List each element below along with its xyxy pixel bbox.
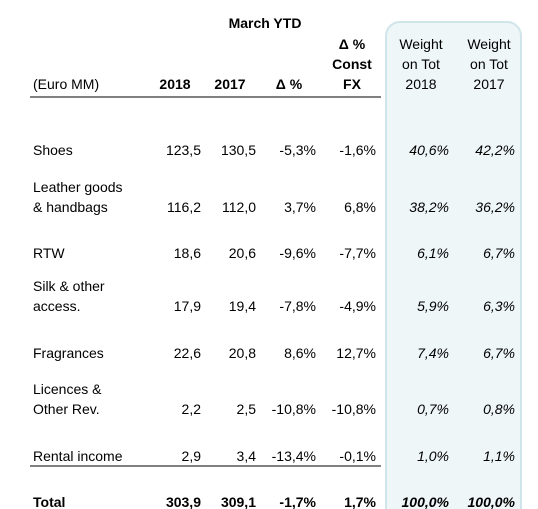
cell-value: 112,0 (222, 199, 256, 215)
cell-value: -5,3% (279, 142, 316, 158)
row-label: RTW (33, 245, 65, 261)
cell-value: 7,4% (417, 345, 449, 361)
row-label: Other Rev. (33, 401, 100, 417)
cell-value: -9,6% (279, 245, 316, 261)
cell-value: 2,2 (182, 401, 202, 417)
cell-value: 303,9 (166, 494, 201, 509)
cell-value: 1,0% (417, 448, 449, 464)
cell-value: 116,2 (167, 199, 201, 215)
cell-value: 6,7% (483, 245, 515, 261)
row-label: Fragrances (33, 345, 104, 361)
cell-value: -10,8% (332, 401, 376, 417)
cell-value: 18,6 (174, 245, 201, 261)
cell-value: -4,9% (339, 298, 376, 314)
cell-value: 6,3% (483, 298, 515, 314)
row-label: Licences & (33, 381, 102, 397)
cell-value: 1,7% (344, 494, 376, 509)
cell-value: -1,7% (279, 494, 316, 509)
row-label: access. (33, 298, 80, 314)
row-label: Shoes (33, 142, 73, 158)
column-header: 2017 (214, 76, 245, 92)
row-label: Leather goods (33, 179, 123, 195)
cell-value: 2,5 (237, 401, 257, 417)
column-header: 2018 (159, 76, 190, 92)
cell-value: 6,7% (483, 345, 515, 361)
cell-value: 6,1% (417, 245, 449, 261)
column-header: Const (332, 56, 372, 72)
cell-value: 100,0% (468, 494, 516, 509)
cell-value: 12,7% (336, 345, 376, 361)
row-label: & handbags (33, 199, 108, 215)
cell-value: -13,4% (272, 448, 316, 464)
cell-value: 1,1% (483, 448, 515, 464)
column-header: Δ % (339, 36, 366, 52)
row-label: Rental income (33, 448, 123, 464)
cell-value: 6,8% (344, 199, 376, 215)
cell-value: 8,6% (284, 345, 316, 361)
cell-value: 36,2% (475, 199, 515, 215)
column-header: Δ % (276, 76, 303, 92)
cell-value: 40,6% (409, 142, 449, 158)
cell-value: 3,7% (284, 199, 316, 215)
column-header: on Tot (470, 56, 508, 72)
cell-value: 2,9 (182, 448, 202, 464)
cell-value: -7,8% (279, 298, 316, 314)
cell-value: 123,5 (166, 142, 201, 158)
column-header: Weight (399, 36, 442, 52)
column-header: 2017 (473, 76, 504, 92)
cell-value: 22,6 (174, 345, 201, 361)
column-header: (Euro MM) (33, 76, 99, 92)
column-header: Weight (467, 36, 510, 52)
cell-value: -0,1% (339, 448, 376, 464)
cell-value: 20,8 (229, 345, 256, 361)
weight-highlight (385, 21, 522, 509)
title: March YTD (229, 15, 302, 31)
cell-value: -10,8% (272, 401, 316, 417)
cell-value: 3,4 (237, 448, 257, 464)
column-header: on Tot (402, 56, 440, 72)
column-header: FX (343, 76, 362, 92)
cell-value: 100,0% (402, 494, 450, 509)
cell-value: 38,2% (409, 199, 449, 215)
cell-value: -7,7% (339, 245, 376, 261)
cell-value: 309,1 (221, 494, 256, 509)
row-label: Silk & other (33, 278, 105, 294)
cell-value: 42,2% (475, 142, 515, 158)
cell-value: 17,9 (174, 298, 201, 314)
cell-value: -1,6% (339, 142, 376, 158)
cell-value: 130,5 (221, 142, 256, 158)
row-label: Total (33, 494, 65, 509)
cell-value: 20,6 (229, 245, 256, 261)
cell-value: 19,4 (229, 298, 256, 314)
cell-value: 0,8% (483, 401, 515, 417)
column-header: 2018 (405, 76, 436, 92)
cell-value: 5,9% (417, 298, 449, 314)
cell-value: 0,7% (417, 401, 449, 417)
